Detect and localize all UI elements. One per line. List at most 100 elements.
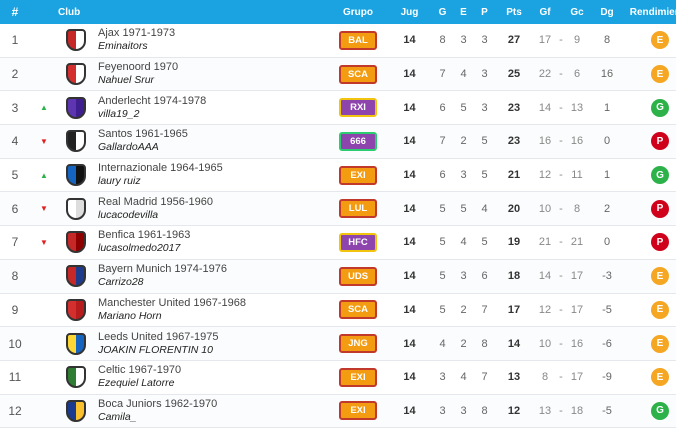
club-name[interactable]: Celtic 1967-1970 (98, 364, 182, 377)
pts-cell: 13 (507, 371, 521, 384)
rank-cell: 7 (11, 235, 19, 250)
manager-name[interactable]: laury ruiz (98, 175, 141, 188)
table-row[interactable]: 2 Feyenoord 1970 Nahuel Srur SCA 14 7 4 3 25 22-6… (0, 57, 676, 92)
header-grupo[interactable]: Grupo (343, 6, 373, 18)
jug-cell: 14 (403, 236, 416, 249)
table-row[interactable]: 12 Boca Juniors 1962-1970 Camila_ EXI 14 3 3 8 1… (0, 394, 676, 429)
table-row[interactable]: 3 ▲ Anderlecht 1974-1978 villa19_2 RXI 14 6 5 3 2… (0, 91, 676, 126)
club-name[interactable]: Leeds United 1967-1975 (98, 330, 219, 343)
rendimiento-badge[interactable]: E (651, 267, 669, 286)
rendimiento-badge[interactable]: P (651, 199, 669, 218)
header-g[interactable]: G (438, 6, 447, 18)
gf-cell: 16 (538, 135, 552, 148)
grupo-badge[interactable]: HFC (339, 232, 377, 252)
table-row[interactable]: 10 Leeds United 1967-1975 JOAKIN FLORENTIN… (0, 327, 676, 361)
grupo-badge[interactable]: UDS (339, 266, 377, 286)
dg-cell: 8 (603, 34, 611, 47)
rendimiento-badge[interactable]: G (651, 166, 669, 185)
grupo-badge[interactable]: EXI (339, 165, 377, 185)
club-name[interactable]: Feyenoord 1970 (98, 61, 179, 74)
club-cell[interactable]: Leeds United 1967-1975 JOAKIN FLORENTIN 1… (94, 331, 329, 357)
rendimiento-badge[interactable]: P (651, 233, 669, 252)
club-cell[interactable]: Real Madrid 1956-1960 lucacodevilla (94, 196, 329, 222)
grupo-badge[interactable]: JNG (339, 334, 377, 354)
table-row[interactable]: 7 ▼ Benfica 1961-1963 lucasolmedo2017 HFC 14 5… (0, 226, 676, 260)
club-cell[interactable]: Ajax 1971-1973 Eminaitors (94, 27, 329, 53)
manager-name[interactable]: Carrizo28 (98, 276, 144, 289)
manager-name[interactable]: JOAKIN FLORENTIN 10 (98, 343, 213, 356)
header-dg[interactable]: Dg (600, 6, 614, 18)
club-name[interactable]: Ajax 1971-1973 (98, 27, 176, 40)
header-rank[interactable]: # (11, 5, 19, 19)
club-crest-icon (58, 197, 94, 220)
club-name[interactable]: Bayern Munich 1974-1976 (98, 263, 228, 276)
e-cell: 3 (460, 404, 467, 417)
grupo-badge[interactable]: SCA (339, 300, 377, 320)
manager-name[interactable]: Camila_ (98, 410, 137, 423)
grupo-badge[interactable]: BAL (339, 30, 377, 50)
manager-name[interactable]: Mariano Horn (98, 309, 162, 322)
rendimiento-badge[interactable]: E (651, 31, 669, 50)
club-name[interactable]: Real Madrid 1956-1960 (98, 195, 213, 208)
header-club[interactable]: Club (58, 6, 81, 18)
club-name[interactable]: Santos 1961-1965 (98, 128, 188, 141)
manager-name[interactable]: Nahuel Srur (98, 74, 155, 87)
club-cell[interactable]: Anderlecht 1974-1978 villa19_2 (94, 95, 329, 121)
rendimiento-badge[interactable]: E (651, 334, 669, 353)
grupo-badge[interactable]: EXI (339, 401, 377, 421)
header-pts[interactable]: Pts (506, 6, 522, 18)
manager-name[interactable]: lucacodevilla (98, 208, 159, 221)
club-cell[interactable]: Celtic 1967-1970 Ezequiel Latorre (94, 364, 329, 390)
grupo-badge[interactable]: 666 (339, 131, 377, 151)
gf-cell: 13 (538, 404, 552, 417)
table-row[interactable]: 5 ▲ Internazionale 1964-1965 laury ruiz EXI 1… (0, 159, 676, 193)
rank-cell: 10 (8, 336, 22, 351)
grupo-badge[interactable]: EXI (339, 367, 377, 387)
club-name[interactable]: Manchester United 1967-1968 (98, 296, 246, 309)
table-row[interactable]: 1 Ajax 1971-1973 Eminaitors BAL 14 8 3 3 27 17-9 8… (0, 24, 676, 58)
header-jug[interactable]: Jug (400, 6, 419, 18)
club-cell[interactable]: Bayern Munich 1974-1976 Carrizo28 (94, 263, 329, 289)
gf-cell: 17 (538, 34, 552, 47)
club-cell[interactable]: Boca Juniors 1962-1970 Camila_ (94, 398, 329, 424)
g-cell: 5 (439, 202, 446, 215)
manager-name[interactable]: GallardoAAA (98, 141, 159, 154)
club-name[interactable]: Benfica 1961-1963 (98, 229, 191, 242)
table-row[interactable]: 9 Manchester United 1967-1968 Mariano Horn… (0, 294, 676, 328)
table-row[interactable]: 6 ▼ Real Madrid 1956-1960 lucacodevilla LUL 1… (0, 192, 676, 227)
table-row[interactable]: 4 ▼ Santos 1961-1965 GallardoAAA 666 14 7 2 5 23 1… (0, 125, 676, 159)
jug-cell: 14 (403, 34, 416, 47)
rendimiento-badge[interactable]: G (651, 401, 669, 420)
table-row[interactable]: 8 Bayern Munich 1974-1976 Carrizo28 UDS 14 5 3… (0, 259, 676, 294)
rendimiento-badge[interactable]: E (651, 368, 669, 387)
club-name[interactable]: Boca Juniors 1962-1970 (98, 397, 218, 410)
grupo-badge[interactable]: RXI (339, 98, 377, 118)
manager-name[interactable]: Eminaitors (98, 40, 148, 53)
rendimiento-badge[interactable]: E (651, 65, 669, 84)
manager-name[interactable]: lucasolmedo2017 (98, 242, 181, 255)
grupo-badge[interactable]: SCA (339, 64, 377, 84)
club-name[interactable]: Anderlecht 1974-1978 (98, 94, 207, 107)
header-gc[interactable]: Gc (570, 6, 584, 18)
g-cell: 6 (439, 101, 446, 114)
club-cell[interactable]: Santos 1961-1965 GallardoAAA (94, 128, 329, 154)
club-name[interactable]: Internazionale 1964-1965 (98, 162, 223, 175)
manager-name[interactable]: villa19_2 (98, 107, 140, 120)
manager-name[interactable]: Ezequiel Latorre (98, 377, 175, 390)
header-e[interactable]: E (460, 6, 467, 18)
rendimiento-badge[interactable]: E (651, 300, 669, 319)
club-cell[interactable]: Feyenoord 1970 Nahuel Srur (94, 61, 329, 87)
header-p[interactable]: P (481, 6, 488, 18)
club-cell[interactable]: Internazionale 1964-1965 laury ruiz (94, 162, 329, 188)
gc-cell: 6 (573, 68, 581, 81)
p-cell: 6 (481, 270, 488, 283)
grupo-badge[interactable]: LUL (339, 199, 377, 219)
club-cell[interactable]: Benfica 1961-1963 lucasolmedo2017 (94, 229, 329, 255)
rendimiento-badge[interactable]: P (651, 132, 669, 151)
club-cell[interactable]: Manchester United 1967-1968 Mariano Horn (94, 297, 329, 323)
table-row[interactable]: 11 Celtic 1967-1970 Ezequiel Latorre EXI 14 3… (0, 361, 676, 395)
rendimiento-badge[interactable]: G (651, 98, 669, 117)
header-gf[interactable]: Gf (539, 6, 551, 18)
rendimiento-cell: G (625, 166, 676, 185)
header-rendimiento[interactable]: Rendimiento (629, 6, 676, 18)
